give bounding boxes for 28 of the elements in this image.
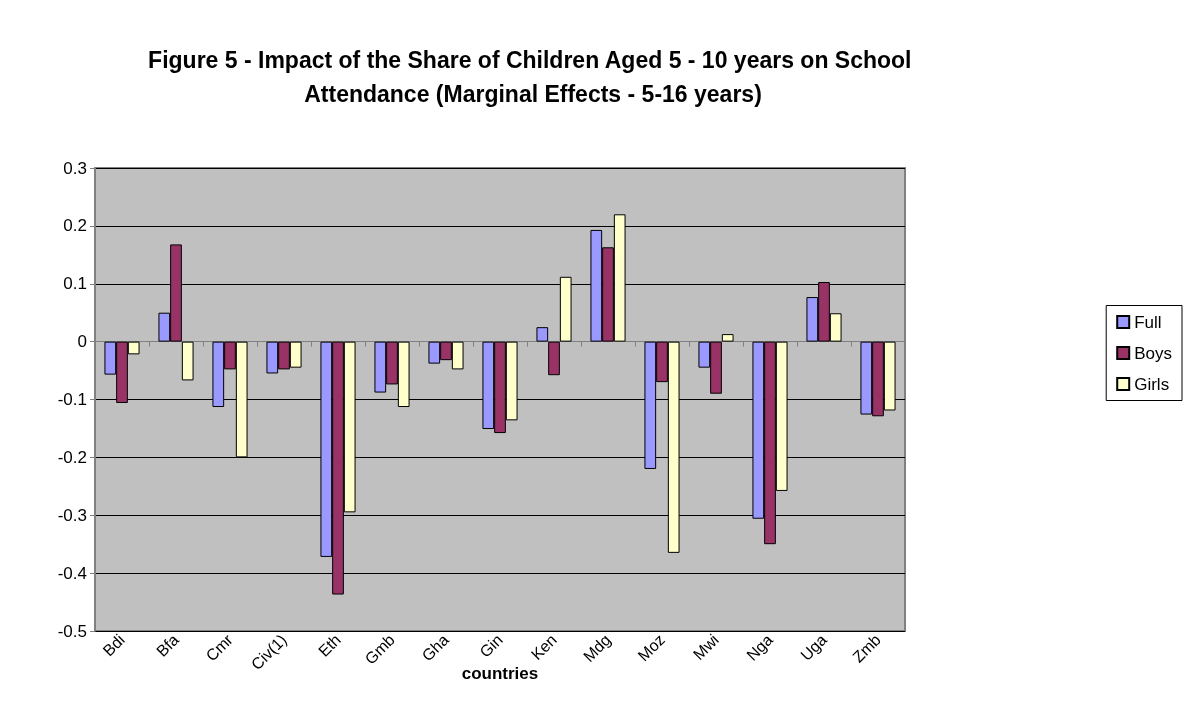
- legend-label: Girls: [1134, 374, 1170, 394]
- x-axis-title: countries: [461, 664, 539, 683]
- x-tick-label: Ken: [527, 630, 561, 664]
- y-tick-label: 0.1: [63, 274, 87, 294]
- x-tick-label: Gmb: [361, 630, 399, 668]
- x-tick-label: Mdg: [579, 630, 615, 666]
- x-tick-label: Zmb: [849, 630, 885, 666]
- legend-label: Full: [1134, 312, 1162, 332]
- x-tick-label: Eth: [315, 630, 345, 660]
- legend-label: Boys: [1134, 343, 1172, 363]
- x-tick-label: Nga: [743, 630, 777, 664]
- chart-title: Figure 5 - Impact of the Share of Children Aged 5 - 10 years on School Attendance (Marginal Effects - 5-16 years): [148, 47, 918, 107]
- x-tick-label: Gin: [476, 630, 507, 661]
- x-tick-label: Mwi: [689, 630, 723, 664]
- y-tick-label: -0.3: [57, 505, 87, 525]
- x-tick-label: Cmr: [202, 630, 237, 665]
- x-tick-label: Moz: [634, 630, 669, 665]
- y-tick-label: 0: [77, 332, 87, 352]
- y-tick-label: -0.1: [57, 390, 87, 409]
- x-tick-label: Gha: [418, 630, 453, 665]
- y-tick-label: -0.5: [57, 621, 87, 641]
- y-tick-label: 0.3: [63, 158, 87, 178]
- x-tick-label: Bdi: [99, 630, 129, 660]
- y-tick-label: 0.2: [63, 216, 87, 236]
- y-tick-label: -0.2: [57, 447, 87, 467]
- x-tick-label: Bfa: [153, 630, 183, 660]
- y-tick-label: -0.4: [57, 563, 87, 583]
- x-tick-label: Uga: [797, 630, 831, 664]
